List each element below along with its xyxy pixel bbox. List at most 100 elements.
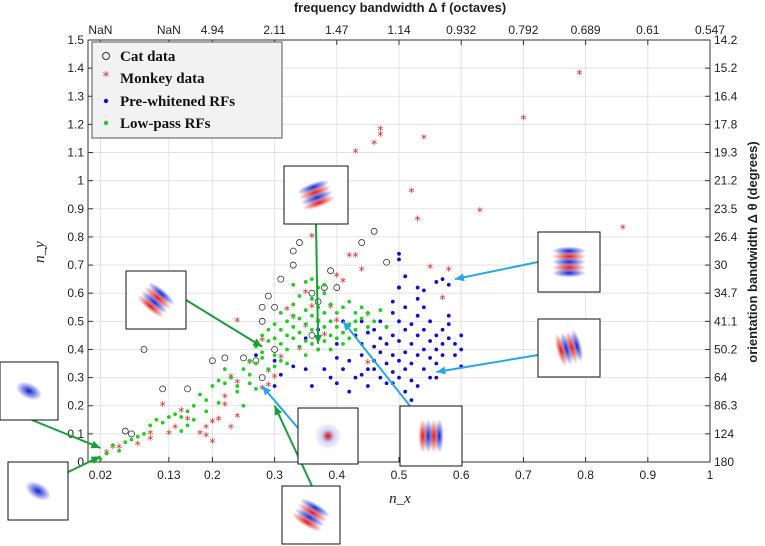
cat-point-9 — [271, 303, 279, 311]
y-tick-label-10: 1 — [77, 174, 84, 188]
prewhitened-point-85 — [421, 288, 426, 293]
monkey-point-19: * — [259, 382, 265, 396]
inset-band-1-3 — [137, 294, 165, 318]
lowpass-point-105 — [278, 358, 283, 363]
lowpass-point-87 — [384, 325, 389, 329]
prewhitened-point-41 — [390, 333, 395, 338]
prewhitened-point-82 — [459, 347, 464, 352]
y-tick-label-8: 0.8 — [67, 230, 84, 244]
lowpass-point-50 — [303, 322, 308, 327]
prewhitened-point-55 — [409, 322, 414, 327]
inset-arrow-line-1 — [185, 299, 263, 348]
lowpass-point-52 — [303, 353, 308, 357]
lowpass-point-14 — [185, 409, 190, 414]
inset-band-1-0 — [147, 282, 175, 306]
lowpass-point-5 — [129, 437, 134, 442]
cat-point-25 — [121, 427, 129, 435]
prewhitened-point-49 — [403, 327, 408, 332]
legend-cat-label: Cat data — [120, 49, 176, 65]
inset-pattern-7 — [15, 381, 43, 401]
top-tick-label-8: 0.689 — [571, 23, 601, 37]
lowpass-point-73 — [341, 341, 345, 346]
lowpass-point-48 — [297, 294, 302, 298]
inset-arrow-line-7 — [31, 419, 101, 449]
monkey-point-52: * — [477, 205, 483, 219]
monkey-point-15: * — [234, 377, 240, 391]
lowpass-point-24 — [247, 358, 252, 363]
lowpass-point-53 — [310, 341, 314, 346]
prewhitened-point-51 — [403, 367, 408, 372]
lowpass-point-71 — [334, 310, 339, 315]
prewhitened-point-40 — [390, 353, 395, 357]
receptive-field-inset-0 — [283, 165, 349, 225]
monkey-point-18: * — [259, 335, 265, 349]
prewhitened-point-69 — [434, 333, 439, 338]
lowpass-point-106 — [285, 361, 289, 366]
cat-point-19 — [333, 284, 341, 291]
prewhitened-point-10 — [322, 367, 327, 372]
prewhitened-point-39 — [390, 370, 395, 374]
monkey-point-6: * — [203, 430, 209, 444]
legend-prewhitened-marker — [103, 98, 109, 104]
monkey-point-9: * — [209, 416, 215, 430]
inset-arrow-head-2 — [454, 273, 465, 282]
monkey-point-57: * — [160, 399, 166, 413]
cat-point-4 — [221, 354, 229, 362]
lowpass-point-74 — [341, 305, 345, 310]
top-tick-label-0: NaN — [88, 23, 112, 37]
lowpass-point-23 — [241, 367, 246, 372]
legend-monkey-label: Monkey data — [120, 71, 205, 87]
monkey-point-53: * — [520, 112, 526, 126]
prewhitened-point-76 — [446, 336, 451, 341]
inset-band-2-4 — [552, 268, 586, 278]
monkey-point-55: * — [620, 222, 626, 236]
top-tick-label-3: 2.11 — [263, 23, 286, 37]
prewhitened-point-16 — [341, 367, 345, 372]
top-tick-label-5: 1.14 — [387, 23, 411, 37]
monkey-point-40: * — [365, 309, 371, 323]
prewhitened-point-11 — [328, 375, 333, 380]
cat-point-27 — [240, 354, 247, 362]
right-tick-label-15: 14.2 — [714, 33, 738, 47]
prewhitened-point-89 — [397, 257, 401, 262]
lowpass-point-16 — [198, 392, 202, 397]
inset-center-5 — [322, 430, 334, 442]
monkey-point-12: * — [222, 391, 228, 405]
prewhitened-point-93 — [428, 375, 432, 380]
cat-point-5 — [258, 317, 266, 325]
lowpass-point-4 — [123, 440, 128, 445]
monkey-point-24: * — [284, 304, 290, 318]
monkey-point-44: * — [377, 129, 383, 143]
monkey-point-10: * — [216, 413, 222, 427]
lowpass-point-47 — [297, 316, 302, 321]
inset-band-3-0 — [570, 329, 584, 363]
prewhitened-point-84 — [397, 285, 401, 290]
inset-blob-8 — [25, 481, 51, 501]
prewhitened-point-31 — [378, 350, 383, 355]
monkey-point-32: * — [321, 329, 327, 343]
monkey-point-33: * — [328, 301, 334, 315]
inset-arrow-head-8 — [90, 456, 101, 464]
lowpass-point-36 — [278, 310, 283, 315]
inset-pattern-5 — [314, 422, 342, 450]
x-tick-label-5: 0.5 — [391, 468, 408, 482]
monkey-point-0: * — [147, 433, 153, 447]
prewhitened-point-4 — [291, 364, 296, 369]
legend-box — [91, 41, 283, 139]
monkey-point-49: * — [427, 261, 433, 275]
inset-arrow-head-0 — [313, 334, 322, 344]
lowpass-point-12 — [173, 412, 177, 417]
lowpass-point-11 — [166, 415, 171, 419]
cat-point-1 — [159, 385, 167, 393]
lowpass-point-7 — [142, 431, 146, 436]
lowpass-point-88 — [310, 277, 314, 282]
top-tick-label-4: 1.47 — [325, 23, 349, 37]
lowpass-point-54 — [310, 327, 314, 332]
inset-band-3-2 — [560, 332, 573, 366]
prewhitened-point-87 — [440, 277, 445, 282]
lowpass-point-35 — [278, 341, 283, 346]
lowpass-point-70 — [334, 325, 339, 329]
prewhitened-point-59 — [415, 353, 420, 357]
lowpass-point-77 — [347, 299, 352, 304]
